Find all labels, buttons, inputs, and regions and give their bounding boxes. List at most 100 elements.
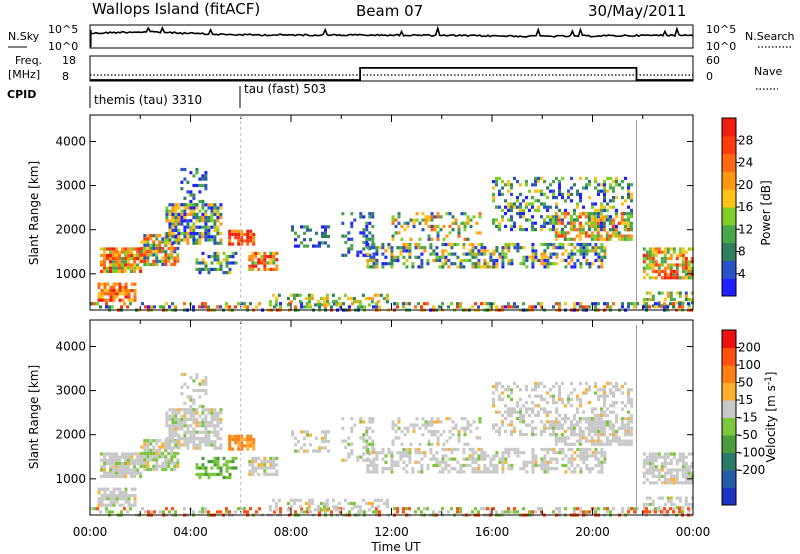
power-cell [543,202,546,206]
velocity-cell [463,429,467,434]
velocity-cell [492,401,495,405]
power-cell [359,231,363,235]
power-cell [127,250,130,254]
velocity-cell [669,502,673,507]
power-cell [684,269,688,273]
power-cell [648,250,652,254]
power-cell [319,296,323,301]
power-cell [609,199,612,203]
power-cell [427,234,431,238]
velocity-cell [216,466,220,470]
velocity-cell [627,391,630,395]
power-cell [225,258,229,262]
power-colorbar-swatch [722,278,736,297]
velocity-cell [321,430,324,434]
power-cell [669,302,672,306]
velocity-cell [615,385,618,389]
velocity-cell [666,455,670,459]
power-cell [603,180,606,184]
velocity-cell [678,455,682,459]
power-cell [375,252,379,256]
power-cell [177,238,181,242]
velocity-cell [353,423,357,427]
power-cell [106,282,110,286]
velocity-cell [165,424,169,428]
power-cell [298,300,302,304]
velocity-cell [623,426,627,430]
velocity-cell [106,487,110,491]
velocity-cell [192,411,196,415]
power-cell [623,218,627,222]
power-cell [617,231,621,235]
velocity-cell [257,466,261,470]
power-cell [687,266,691,270]
power-ytick-label: 1000 [55,267,86,281]
velocity-cell [341,426,345,430]
power-cell [483,265,487,269]
velocity-cell [495,429,498,433]
power-cell [585,305,588,309]
velocity-cell [558,391,561,395]
power-cell [324,234,327,239]
power-cell [657,269,661,273]
velocity-cell [362,439,366,443]
power-cell [558,192,561,196]
velocity-cell [291,433,294,437]
power-cell [561,192,564,196]
velocity-cell [608,439,612,443]
power-cell [133,282,137,286]
velocity-cell [136,455,140,459]
velocity-cell [450,507,453,511]
velocity-cell [554,436,558,440]
velocity-cell [645,462,649,466]
velocity-cell [183,411,187,415]
velocity-cell [249,434,253,438]
velocity-cell [180,372,184,377]
power-cell [344,240,348,245]
velocity-cell [375,510,378,514]
power-cell [348,305,351,309]
power-cell [486,262,490,266]
velocity-cell [231,437,235,442]
velocity-cell [605,439,609,443]
velocity-cell [402,454,406,458]
velocity-cell [204,417,208,421]
power-cell [243,232,247,237]
velocity-cell [627,426,630,430]
velocity-cell [471,470,475,474]
velocity-cell [352,501,356,506]
power-cell [198,209,202,213]
power-cell [516,249,520,253]
power-cell [405,265,409,269]
power-cell [183,216,187,220]
power-cell [143,262,147,267]
velocity-cell [204,376,208,380]
power-cell [663,260,667,264]
power-cell [557,215,561,219]
velocity-cell [381,447,385,452]
velocity-cell [599,420,603,424]
power-cell [540,202,543,206]
power-cell [642,260,646,264]
velocity-cell [130,458,134,462]
velocity-cell [112,465,115,469]
velocity-cell [149,458,153,462]
velocity-cell [192,398,196,402]
velocity-cell [171,421,175,425]
velocity-cell [448,417,452,421]
velocity-cell [192,388,196,393]
velocity-cell [611,439,615,443]
power-cell [174,228,178,232]
power-cell [167,234,171,238]
power-cell [207,225,211,229]
velocity-cell [630,388,633,392]
power-cell [459,262,463,266]
velocity-cell [450,467,454,471]
power-cell [231,242,235,246]
velocity-cell [596,436,600,440]
velocity-cell [578,433,582,437]
power-cell [100,282,104,286]
power-cell [124,282,128,286]
power-cell [602,224,606,229]
power-cell [594,252,598,256]
